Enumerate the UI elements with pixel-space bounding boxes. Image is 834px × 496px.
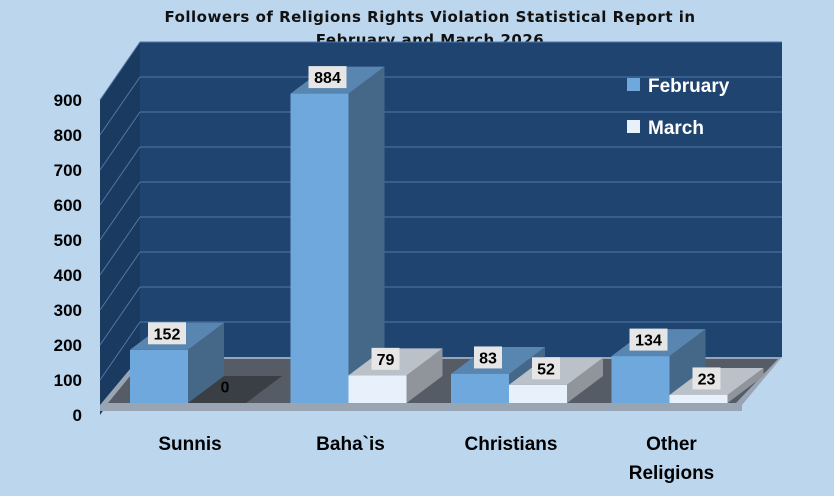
data-label: 884	[314, 70, 341, 87]
y-tick-label: 500	[54, 231, 82, 250]
legend-label-february: February	[648, 76, 730, 97]
bar-february	[451, 373, 509, 403]
data-label-bg	[532, 357, 560, 380]
y-tick-label: 200	[54, 336, 82, 355]
bar-february	[611, 356, 670, 403]
gridlines	[99, 41, 782, 381]
gridline	[99, 251, 141, 311]
data-label: 0	[221, 380, 230, 397]
data-label: 134	[635, 333, 662, 350]
legend-swatch-march	[627, 120, 640, 133]
y-tick-label: 400	[54, 266, 82, 285]
side-wall	[100, 42, 140, 415]
bar-side-march	[567, 357, 603, 403]
bar-march	[509, 384, 567, 403]
data-label-bg	[148, 322, 186, 345]
y-tick-label: 100	[54, 371, 82, 390]
bar-march	[348, 375, 407, 403]
x-category-label: Religions	[629, 463, 715, 484]
bar-side-february	[188, 322, 224, 403]
gridline	[99, 146, 141, 206]
x-axis: Sunnis Baha`is Christians Other Religions	[158, 434, 714, 484]
bar-side-march	[727, 367, 764, 403]
bar-side-february	[669, 329, 706, 403]
data-label: 79	[377, 352, 395, 369]
gridline	[99, 111, 141, 171]
chart-title-line-1: Followers of Religions Rights Violation …	[164, 8, 695, 26]
x-category-label: Other	[646, 434, 697, 455]
y-tick-label: 900	[54, 91, 82, 110]
x-category-label: Christians	[465, 434, 558, 455]
gridline	[99, 181, 141, 241]
data-label: 23	[698, 371, 716, 388]
x-category-label: Sunnis	[158, 434, 221, 455]
data-label: 152	[154, 326, 181, 343]
bar-side-march	[406, 348, 443, 403]
legend-label-march: March	[648, 118, 704, 139]
bar-february	[130, 349, 188, 403]
gridline	[99, 321, 141, 381]
bar-february	[290, 93, 349, 403]
legend-swatch-february	[627, 78, 640, 91]
gridline	[99, 76, 141, 136]
gridline	[99, 216, 141, 276]
y-tick-label: 800	[54, 126, 82, 145]
y-tick-label: 0	[73, 406, 82, 425]
data-labels: 152 0 884 79 83 52 134 23	[148, 66, 721, 397]
bar-march	[669, 394, 728, 403]
legend: February March	[627, 76, 730, 139]
data-label: 52	[537, 361, 555, 378]
x-category-label: Baha`is	[316, 434, 385, 455]
bar-zero-march	[188, 376, 282, 403]
bar-side-february	[348, 66, 385, 403]
data-label-bg	[371, 347, 400, 370]
y-tick-label: 700	[54, 161, 82, 180]
y-tick-label: 300	[54, 301, 82, 320]
data-label-bg	[474, 346, 502, 369]
data-label-bg	[692, 367, 721, 390]
data-label-bg	[308, 66, 347, 89]
gridline	[99, 286, 141, 346]
y-tick-label: 600	[54, 196, 82, 215]
y-axis: 0 100 200 300 400 500 600 700 800 900	[54, 91, 82, 425]
gridline	[99, 41, 141, 101]
data-label: 83	[479, 350, 497, 367]
floor-top	[108, 359, 778, 403]
data-label-bg	[629, 328, 668, 351]
